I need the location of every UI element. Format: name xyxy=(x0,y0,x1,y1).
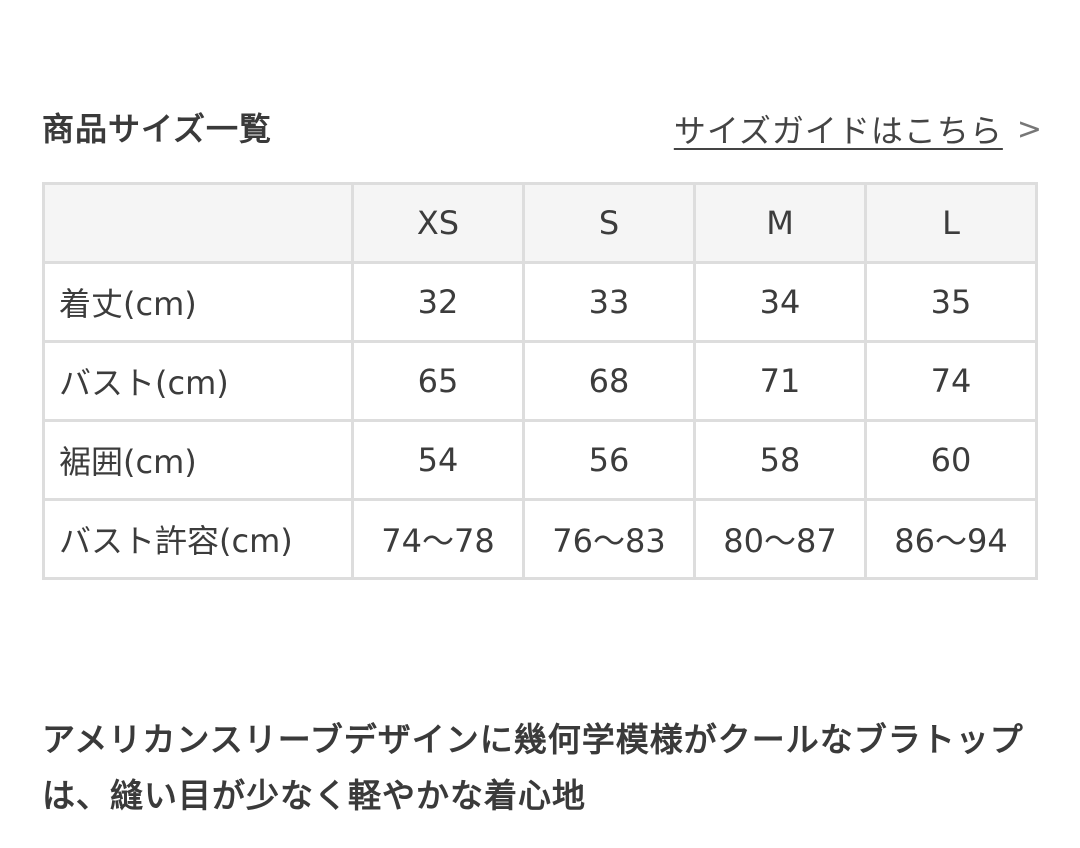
table-cell: 34 xyxy=(693,261,867,343)
product-description: アメリカンスリーブデザインに幾何学模様がクールなブラトップは、縫い目が少なく軽や… xyxy=(42,720,1024,815)
chevron-right-icon: > xyxy=(1016,111,1042,147)
table-cell: 76〜83 xyxy=(522,498,696,580)
table-cell: 80〜87 xyxy=(693,498,867,580)
header-cell: L xyxy=(864,182,1038,264)
row-label: バスト(cm) xyxy=(42,340,354,422)
size-table: XS S M L 着丈(cm) 32 33 34 35 バスト(cm) 65 68 71 74 裾囲… xyxy=(42,182,1038,580)
table-cell: 74 xyxy=(864,340,1038,422)
size-guide-link-wrap[interactable]: サイズガイドはこちら > xyxy=(674,106,1042,152)
table-row: バスト許容(cm) 74〜78 76〜83 80〜87 86〜94 xyxy=(42,498,1038,580)
row-label: バスト許容(cm) xyxy=(42,498,354,580)
table-header-row: XS S M L xyxy=(42,182,1038,264)
row-label: 裾囲(cm) xyxy=(42,419,354,501)
table-row: バスト(cm) 65 68 71 74 xyxy=(42,340,1038,422)
table-cell: 54 xyxy=(351,419,525,501)
table-cell: 60 xyxy=(864,419,1038,501)
header-cell: S xyxy=(522,182,696,264)
size-guide-link[interactable]: サイズガイドはこちら xyxy=(673,112,1003,150)
header-cell xyxy=(42,182,354,264)
table-cell: 32 xyxy=(351,261,525,343)
table-cell: 33 xyxy=(522,261,696,343)
table-row: 着丈(cm) 32 33 34 35 xyxy=(42,261,1038,343)
table-cell: 56 xyxy=(522,419,696,501)
header-cell: M xyxy=(693,182,867,264)
table-cell: 58 xyxy=(693,419,867,501)
table-cell: 35 xyxy=(864,261,1038,343)
header-cell: XS xyxy=(351,182,525,264)
row-label: 着丈(cm) xyxy=(42,261,354,343)
table-cell: 74〜78 xyxy=(351,498,525,580)
table-cell: 65 xyxy=(351,340,525,422)
table-cell: 86〜94 xyxy=(864,498,1038,580)
table-cell: 68 xyxy=(522,340,696,422)
table-cell: 71 xyxy=(693,340,867,422)
table-row: 裾囲(cm) 54 56 58 60 xyxy=(42,419,1038,501)
section-title: 商品サイズ一覧 xyxy=(42,110,273,148)
